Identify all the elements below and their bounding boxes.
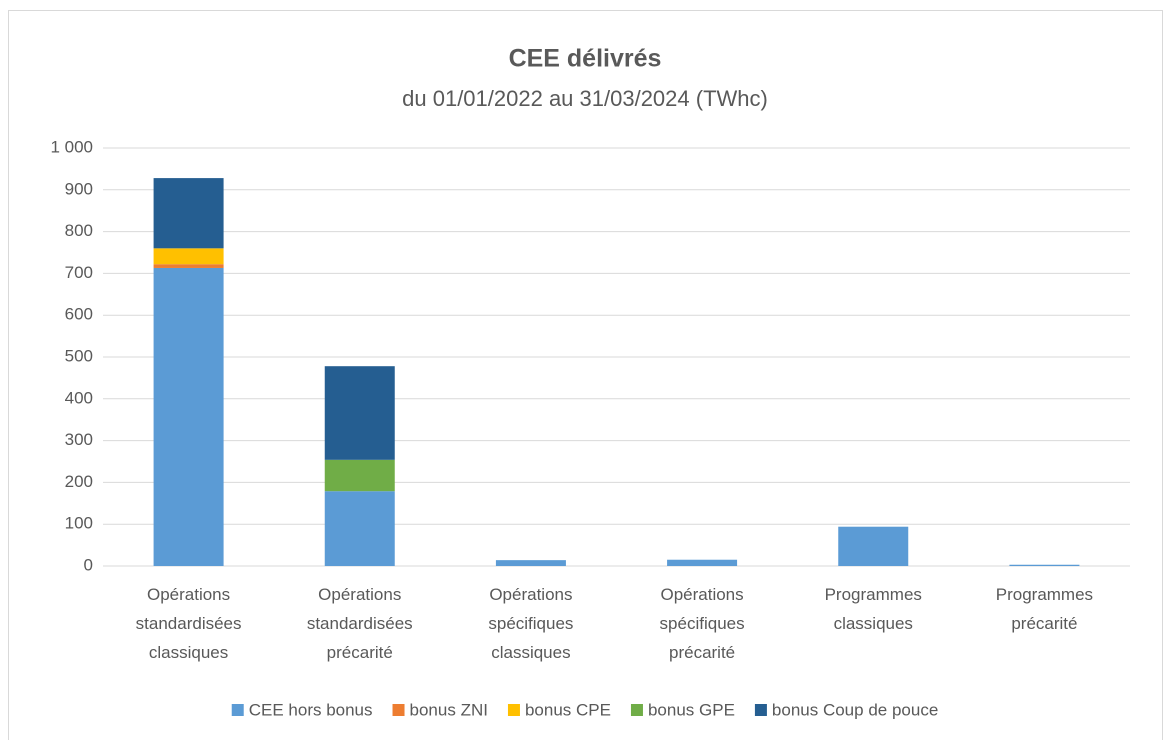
x-tick-label-line: spécifiques: [660, 614, 745, 633]
y-tick-label: 100: [65, 514, 93, 533]
x-tick-label: Opérations standardisées classiques: [136, 585, 242, 662]
legend-label: CEE hors bonus: [249, 700, 373, 719]
x-tick-label: Opérations spécifiques précarité: [660, 585, 745, 662]
legend-swatch: [231, 704, 244, 716]
chart-subtitle: du 01/01/2022 au 31/03/2024 (TWhc): [402, 86, 768, 111]
x-tick-label-line: Opérations: [660, 585, 743, 604]
legend-swatch: [392, 704, 405, 716]
chart-title: CEE délivrés: [509, 45, 662, 73]
x-tick-label-line: Opérations: [489, 585, 572, 604]
y-tick-label: 1 000: [50, 137, 93, 156]
bar-segment: [667, 559, 738, 566]
x-tick-label-line: précarité: [1011, 614, 1077, 633]
bar-segment: [838, 526, 909, 566]
x-tick-label-line: classiques: [149, 643, 228, 662]
y-tick-label: 300: [65, 430, 93, 449]
y-tick-label: 800: [65, 221, 93, 240]
y-tick-label: 500: [65, 346, 93, 365]
x-tick-label-line: standardisées: [307, 614, 413, 633]
y-tick-label: 600: [65, 305, 93, 324]
x-tick-label: Opérations standardisées précarité: [307, 585, 413, 662]
x-tick-label-line: Opérations: [147, 585, 230, 604]
legend-label: bonus GPE: [648, 700, 735, 719]
bar-segment: [495, 560, 566, 566]
bar-segment: [153, 178, 224, 249]
bar-segment: [153, 264, 224, 268]
bar-segment: [324, 491, 395, 566]
y-tick-label: 400: [65, 388, 93, 407]
bar-segment: [1009, 564, 1080, 566]
bar-segment: [153, 248, 224, 265]
x-tick-label-line: spécifiques: [488, 614, 573, 633]
legend-label: bonus ZNI: [410, 700, 488, 719]
bar-segment: [153, 267, 224, 566]
x-tick-label-line: précarité: [327, 643, 393, 662]
bar-segment: [324, 459, 395, 492]
x-tick-label: Programmes précarité: [996, 585, 1093, 633]
legend: CEE hors bonus bonus ZNI bonus CPE bonus GP…: [231, 700, 938, 719]
chart-frame: [8, 10, 1163, 740]
legend-label: bonus Coup de pouce: [772, 700, 938, 719]
legend-label: bonus CPE: [525, 700, 611, 719]
x-tick-label-line: classiques: [491, 643, 570, 662]
x-tick-label: Opérations spécifiques classiques: [488, 585, 573, 662]
bar-segment: [324, 366, 395, 460]
x-tick-label: Programmes classiques: [825, 585, 922, 633]
y-tick-label: 700: [65, 263, 93, 282]
x-tick-label-line: précarité: [669, 643, 735, 662]
y-tick-label: 0: [84, 555, 93, 574]
legend-swatch: [630, 704, 643, 716]
legend-swatch: [754, 704, 767, 716]
x-tick-label-line: classiques: [834, 614, 913, 633]
x-tick-label-line: Opérations: [318, 585, 401, 604]
y-tick-label: 900: [65, 179, 93, 198]
x-tick-label-line: Programmes: [996, 585, 1093, 604]
legend-swatch: [507, 704, 520, 716]
y-tick-label: 200: [65, 472, 93, 491]
x-tick-label-line: standardisées: [136, 614, 242, 633]
x-tick-label-line: Programmes: [825, 585, 922, 604]
